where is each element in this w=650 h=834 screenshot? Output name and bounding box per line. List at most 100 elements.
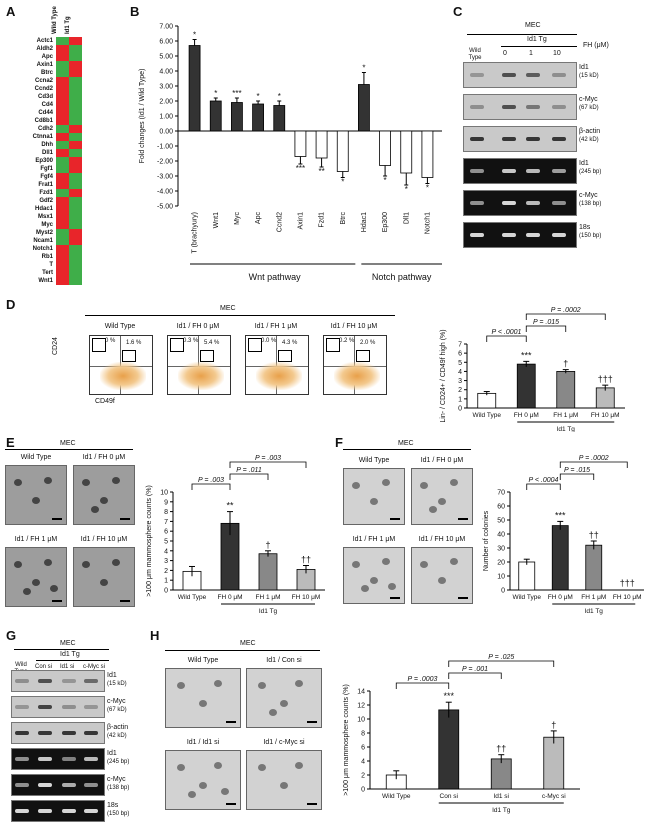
e-tick-label-y: 3 — [164, 558, 168, 565]
f-colony — [420, 560, 428, 568]
f-group-label: Id1 Tg — [585, 608, 604, 615]
facs-q1-value: 0.0 % — [261, 338, 277, 344]
heatmap-gene-label: Actc1 — [36, 38, 53, 44]
heatmap-gene-label: Tert — [42, 270, 53, 276]
heatmap-row: Ccnd2 — [13, 85, 82, 93]
heatmap-gene-label: Ncam1 — [33, 238, 53, 244]
h-micrograph: Wild Type — [165, 657, 241, 728]
heatmap-row: Ncam1 — [13, 237, 82, 245]
g-band — [84, 809, 98, 813]
d-bracket — [525, 325, 567, 332]
e-micrograph-label: Wild Type — [20, 454, 52, 461]
bar — [315, 130, 328, 159]
g-row-name: Id1 — [107, 750, 117, 757]
d-category-label: FH 1 μM — [553, 412, 578, 419]
g-band — [84, 731, 98, 735]
d-tick-label-y: 2 — [458, 387, 462, 394]
heatmap-cell — [56, 109, 69, 117]
sig-marker: * — [384, 176, 387, 185]
sig-marker: * — [193, 31, 196, 40]
e-micrograph: Id1 / FH 0 μM — [73, 454, 135, 525]
category-label: Hdac1 — [361, 212, 368, 232]
e-colony — [44, 558, 52, 566]
heatmap-cell — [56, 117, 69, 125]
tick-label-y: 4.00 — [159, 69, 173, 76]
c-band — [526, 137, 540, 141]
e-tick-label-y: 8 — [164, 509, 168, 516]
blot-g-tg-label: Id1 Tg — [60, 651, 80, 658]
c-row-name: c-Myc — [579, 192, 598, 199]
category-label: Notch1 — [424, 212, 431, 234]
f-y-axis-label: Number of colonies — [483, 510, 490, 571]
e-bar — [258, 553, 278, 591]
g-band — [62, 783, 76, 787]
f-tick-label-y: 60 — [497, 504, 505, 511]
heatmap-cell — [69, 37, 82, 45]
h-colony — [199, 781, 207, 789]
f-tick-label-y: 50 — [497, 518, 505, 525]
h-sig-marker: *** — [443, 691, 454, 701]
c-band — [502, 201, 516, 205]
heatmap-cell — [69, 253, 82, 261]
heatmap-gene-label: Msx1 — [37, 214, 53, 220]
sig-marker: * — [257, 92, 260, 101]
e-colony — [14, 479, 22, 487]
heatmap-cell — [56, 253, 69, 261]
f-category-label: FH 1 μM — [581, 594, 606, 601]
c-band — [552, 169, 566, 173]
category-label: Myc — [234, 212, 241, 225]
bar — [379, 130, 391, 166]
heatmap-cell — [56, 205, 69, 213]
d-tick-label-y: 0 — [458, 406, 462, 413]
facs-gate-box — [170, 338, 184, 352]
f-sig-marker: ††† — [620, 578, 635, 588]
category-label: Ccnd2 — [276, 212, 283, 232]
d-tick-label-y: 4 — [458, 369, 462, 376]
facs-dots — [256, 362, 302, 390]
wnt-group-label: Wnt pathway — [249, 272, 302, 282]
heatmap-cell — [56, 197, 69, 205]
g-blot — [11, 670, 105, 692]
e-colony — [32, 578, 40, 586]
heatmap-gene-label: Aldh2 — [36, 46, 53, 52]
f-bracket — [526, 483, 561, 490]
h-colony — [221, 787, 230, 795]
g-band — [15, 705, 29, 709]
h-scale-bar — [226, 721, 236, 723]
heatmap-cell — [56, 173, 69, 181]
h-bracket — [448, 660, 555, 667]
g-blot — [11, 774, 105, 796]
g-row-name: Id1 — [107, 672, 117, 679]
c-band — [552, 137, 566, 141]
bar — [400, 130, 413, 174]
tick-label-y: 6.00 — [159, 39, 173, 46]
d-category-label: FH 0 μM — [514, 412, 539, 419]
g-band — [15, 679, 29, 683]
colony-f-title: MEC — [398, 440, 414, 447]
heatmap-row: Fzd1 — [13, 189, 82, 197]
heatmap-row: Cd4 — [13, 101, 82, 109]
e-micrograph: Id1 / FH 1 μM — [5, 536, 67, 607]
h-bar — [438, 709, 460, 790]
h-colony — [280, 781, 288, 789]
facs-plot-label: Wild Type — [104, 323, 136, 330]
e-category-label: FH 1 μM — [255, 594, 280, 601]
heatmap-cell — [69, 117, 82, 125]
heatmap-row: Aldh2 — [13, 45, 82, 53]
heatmap-gene-label: Apc — [41, 54, 53, 60]
c-row-size: (42 kD) — [579, 137, 599, 143]
heatmap-gene-label: Myst2 — [35, 230, 53, 236]
mammosphere-h-chart: 0 2 4 6 8 10 12 14 >100 μm mammosphere counts (%… — [343, 654, 580, 814]
sig-marker: *** — [296, 164, 305, 173]
h-bar — [543, 736, 565, 790]
f-colony — [370, 577, 378, 584]
mammo-h-title: MEC — [240, 640, 256, 647]
heatmap-cell — [56, 221, 69, 229]
e-tick-label-y: 0 — [164, 588, 168, 595]
d-category-label: FH 10 μM — [591, 412, 620, 419]
notch-group-label: Notch pathway — [372, 272, 432, 282]
g-band — [62, 809, 76, 813]
g-row-size: (67 kD) — [107, 707, 127, 713]
e-bracket — [229, 461, 307, 468]
facs-plot: 0 % 1.6 % — [89, 335, 153, 395]
